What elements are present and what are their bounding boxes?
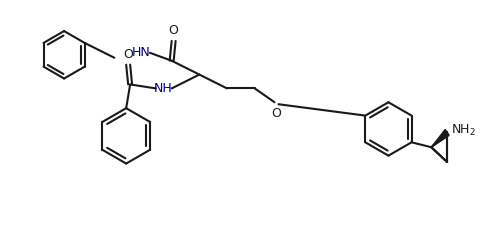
- Polygon shape: [432, 129, 449, 147]
- Text: NH$_2$: NH$_2$: [451, 123, 476, 138]
- Text: O: O: [272, 107, 281, 120]
- Text: O: O: [123, 48, 133, 61]
- Text: HN: HN: [132, 46, 151, 59]
- Text: O: O: [168, 24, 178, 37]
- Text: NH: NH: [154, 82, 172, 95]
